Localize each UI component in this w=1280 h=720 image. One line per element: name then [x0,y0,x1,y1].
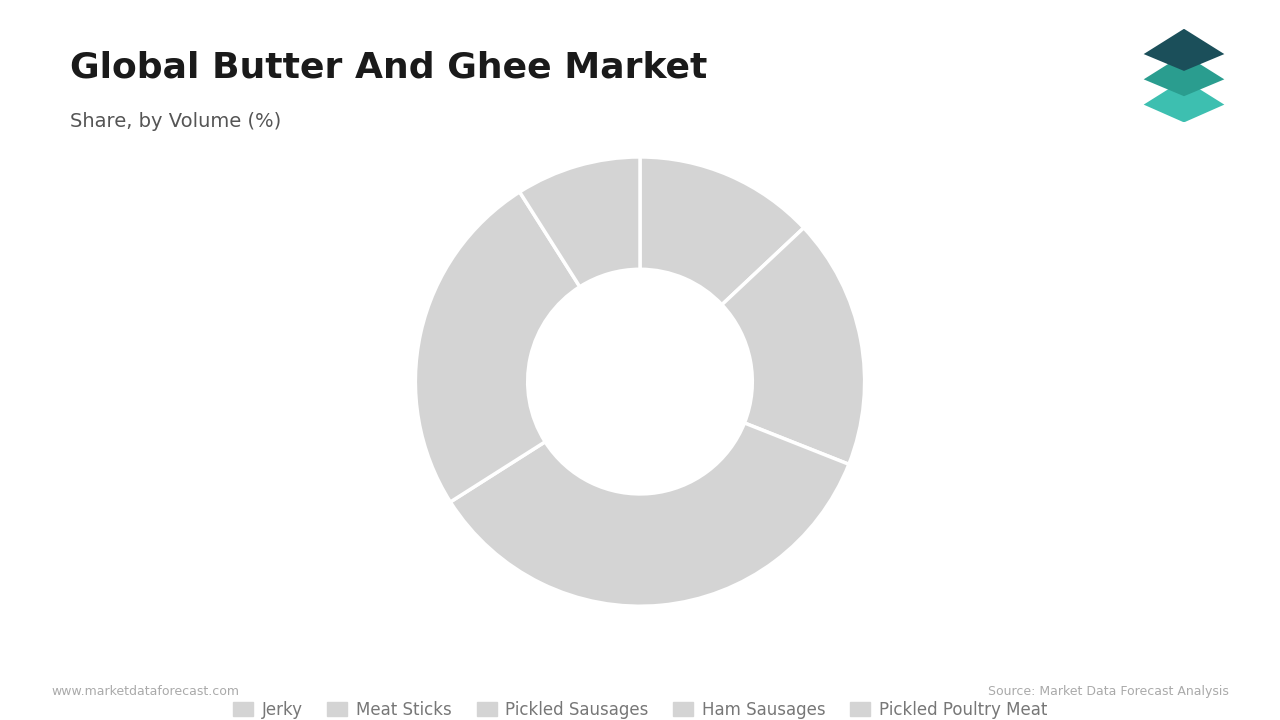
Text: Source: Market Data Forecast Analysis: Source: Market Data Forecast Analysis [988,685,1229,698]
Polygon shape [1144,29,1224,71]
Wedge shape [520,157,640,287]
Wedge shape [416,192,580,502]
Wedge shape [640,157,804,305]
Text: www.marketdataforecast.com: www.marketdataforecast.com [51,685,239,698]
Wedge shape [722,228,864,464]
Text: Share, by Volume (%): Share, by Volume (%) [70,112,282,130]
Polygon shape [1144,79,1224,122]
Legend: Jerky, Meat Sticks, Pickled Sausages, Ham Sausages, Pickled Poultry Meat: Jerky, Meat Sticks, Pickled Sausages, Ha… [225,693,1055,720]
Polygon shape [1144,54,1224,96]
Text: Global Butter And Ghee Market: Global Butter And Ghee Market [70,50,708,84]
Wedge shape [451,423,849,606]
